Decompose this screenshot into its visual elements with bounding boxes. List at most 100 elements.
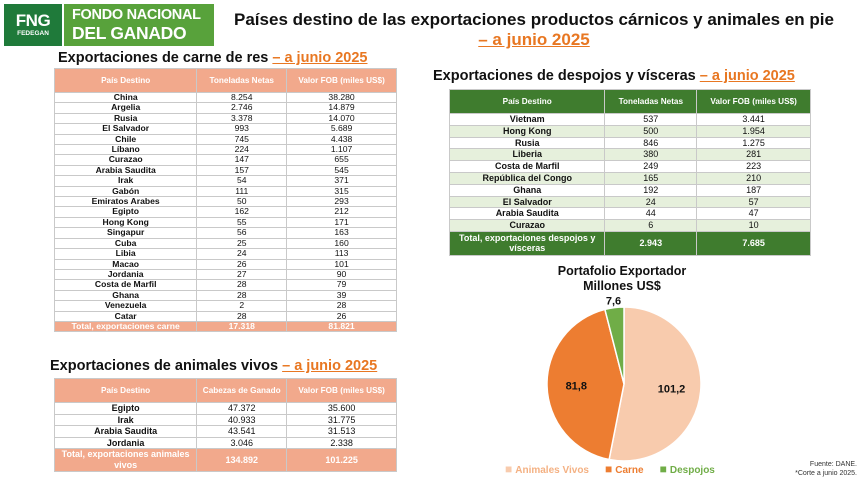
legend-marker: ■ — [605, 462, 613, 476]
beef-country-cell: Ghana — [53, 289, 198, 302]
offal-country-cell: El Salvador — [448, 195, 606, 209]
page-title: Países destino de las exportaciones prod… — [214, 10, 854, 50]
offal-table-row: El Salvador 24 57 — [448, 195, 811, 209]
offal-qty-cell: 44 — [604, 207, 698, 221]
beef-fob-cell: 5.689 — [286, 123, 397, 135]
offal-fob-cell: 10 — [696, 219, 811, 232]
offal-header-country: País Destino — [448, 89, 606, 114]
offal-fob-cell: 1.954 — [696, 124, 811, 138]
beef-table-row: China 8.254 38.280 — [53, 91, 397, 104]
beef-fob-cell: 4.438 — [286, 133, 397, 146]
beef-qty-cell: 2.746 — [196, 102, 288, 114]
offal-country-cell: Arabia Saudita — [448, 207, 606, 221]
beef-fob-cell: 26 — [286, 310, 397, 322]
beef-export-table: País Destino Toneladas Netas Valor FOB (… — [53, 68, 397, 333]
legend-label: Despojos — [669, 465, 715, 476]
beef-fob-cell: 171 — [286, 216, 397, 229]
beef-table-row: Egipto 162 212 — [53, 206, 397, 218]
offal-qty-cell: 6 — [604, 219, 698, 232]
live-header-country: País Destino — [53, 378, 198, 403]
beef-country-cell: Gabón — [53, 185, 198, 198]
offal-fob-cell: 281 — [696, 148, 811, 162]
pie-data-label: 7,6 — [606, 296, 621, 308]
offal-country-cell: Hong Kong — [448, 124, 606, 138]
offal-total-label: Total, exportaciones despojos y vísceras — [448, 230, 606, 256]
beef-qty-cell: 147 — [196, 154, 288, 166]
beef-title-date: – a junio 2025 — [272, 50, 368, 66]
offal-qty-cell: 500 — [604, 124, 698, 138]
offal-fob-cell: 57 — [696, 195, 811, 209]
offal-fob-cell: 187 — [696, 183, 811, 197]
beef-title: Exportaciones de carne de res — [58, 50, 269, 66]
beef-table-row: Ghana 28 39 — [53, 289, 397, 302]
beef-qty-cell: 224 — [196, 144, 288, 156]
beef-qty-cell: 54 — [196, 175, 288, 187]
pie-data-label: 101,2 — [658, 384, 686, 396]
beef-fob-cell: 315 — [286, 185, 397, 198]
beef-country-cell: Irak — [53, 175, 198, 187]
beef-table-row: Costa de Marfil 28 79 — [53, 279, 397, 291]
offal-country-cell: Rusia — [448, 136, 606, 150]
logo-name: FONDO NACIONAL DEL GANADO — [64, 4, 214, 46]
offal-country-cell: República del Congo — [448, 171, 606, 185]
beef-qty-cell: 162 — [196, 206, 288, 218]
beef-country-cell: Venezuela — [53, 300, 198, 312]
live-table-row: Arabia Saudita 43.541 31.513 — [53, 425, 397, 438]
live-table-row: Jordania 3.046 2.338 — [53, 436, 397, 450]
live-qty-cell: 43.541 — [196, 425, 288, 438]
beef-fob-cell: 545 — [286, 164, 397, 177]
beef-table-row: El Salvador 993 5.689 — [53, 123, 397, 135]
beef-total-fob: 81.821 — [286, 320, 397, 333]
offal-qty-cell: 846 — [604, 136, 698, 150]
beef-fob-cell: 113 — [286, 248, 397, 260]
page-title-main: Países destino de las exportaciones prod… — [234, 10, 834, 29]
beef-total-row: Total, exportaciones carne 17.318 81.821 — [53, 320, 397, 333]
live-fob-cell: 31.513 — [286, 425, 397, 438]
offal-fob-cell: 1.275 — [696, 136, 811, 150]
beef-fob-cell: 163 — [286, 227, 397, 239]
offal-country-cell: Ghana — [448, 183, 606, 197]
beef-country-cell: Macao — [53, 258, 198, 270]
beef-country-cell: Costa de Marfil — [53, 279, 198, 291]
beef-header-fob: Valor FOB (miles US$) — [286, 68, 397, 93]
beef-country-cell: China — [53, 91, 198, 104]
offal-fob-cell: 223 — [696, 160, 811, 173]
offal-qty-cell: 24 — [604, 195, 698, 209]
beef-table-row: Singapur 56 163 — [53, 227, 397, 239]
offal-table-row: República del Congo 165 210 — [448, 171, 811, 185]
live-country-cell: Egipto — [53, 402, 198, 415]
beef-country-cell: Arabia Saudita — [53, 164, 198, 177]
beef-table-row: Curazao 147 655 — [53, 154, 397, 166]
live-section-title: Exportaciones de animales vivos – a juni… — [50, 358, 377, 374]
live-header-fob: Valor FOB (miles US$) — [286, 378, 397, 403]
live-table-row: Irak 40.933 31.775 — [53, 413, 397, 427]
offal-table-row: Rusia 846 1.275 — [448, 136, 811, 150]
pie-slice-animales-vivos — [608, 306, 702, 462]
beef-fob-cell: 79 — [286, 279, 397, 291]
beef-country-cell: Curazao — [53, 154, 198, 166]
beef-section-title: Exportaciones de carne de res – a junio … — [58, 50, 367, 66]
live-title-date: – a junio 2025 — [282, 358, 378, 374]
live-country-cell: Irak — [53, 413, 198, 427]
offal-table-row: Hong Kong 500 1.954 — [448, 124, 811, 138]
offal-table-row: Vietnam 537 3.441 — [448, 113, 811, 126]
pie-chart-title: Portafolio Exportador Millones US$ — [512, 264, 732, 294]
legend-item: ■ Despojos — [660, 462, 715, 476]
beef-table-row: Cuba 25 160 — [53, 237, 397, 250]
beef-fob-cell: 293 — [286, 196, 397, 208]
beef-fob-cell: 39 — [286, 289, 397, 302]
beef-table-row: Arabia Saudita 157 545 — [53, 164, 397, 177]
beef-fob-cell: 160 — [286, 237, 397, 250]
live-country-cell: Jordania — [53, 436, 198, 450]
offal-total-fob: 7.685 — [696, 230, 811, 256]
logo-sub: FEDEGAN — [17, 30, 49, 37]
pie-title: Portafolio Exportador — [557, 264, 687, 278]
beef-qty-cell: 24 — [196, 248, 288, 260]
beef-qty-cell: 28 — [196, 310, 288, 322]
offal-header-tons: Toneladas Netas — [604, 89, 698, 114]
beef-qty-cell: 157 — [196, 164, 288, 177]
offal-total-row: Total, exportaciones despojos y vísceras… — [448, 230, 811, 256]
beef-table-row: Hong Kong 55 171 — [53, 216, 397, 229]
live-export-table: País Destino Cabezas de Ganado Valor FOB… — [53, 378, 397, 472]
beef-country-cell: Rusia — [53, 112, 198, 125]
